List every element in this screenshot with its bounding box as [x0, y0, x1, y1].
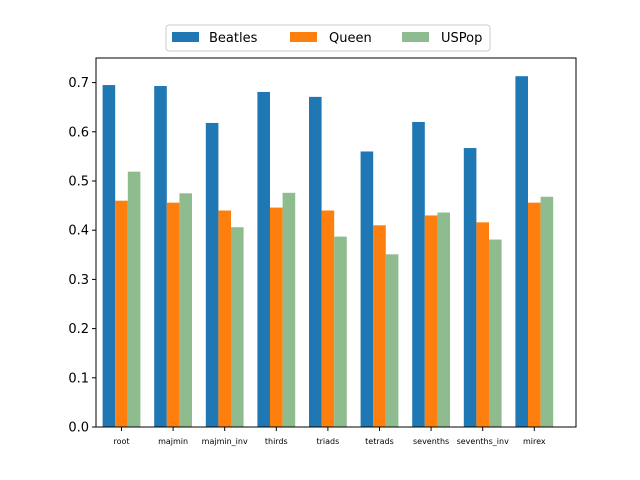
bar-beatles-sevenths_inv [463, 148, 477, 428]
bar-uspop-mirex [540, 196, 554, 427]
legend-frame [165, 24, 491, 52]
x-tick-label: majmin_inv [202, 437, 248, 446]
bar-queen-tetrads [373, 225, 386, 427]
bar-queen-sevenths [424, 215, 438, 427]
bar-beatles-majmin_inv [205, 122, 219, 427]
bar-queen-triads [321, 210, 335, 427]
bar-queen-mirex [528, 202, 541, 427]
legend-swatch-queen [290, 32, 317, 42]
x-tick-label: root [113, 437, 129, 446]
bar-beatles-thirds [257, 91, 270, 427]
bar-queen-thirds [270, 207, 283, 427]
y-tick-label: 0.0 [68, 421, 89, 436]
bar-uspop-tetrads [385, 254, 399, 427]
bar-queen-majmin [166, 202, 180, 427]
x-tick-label: sevenths [413, 437, 449, 446]
y-axis: 0.0 0.1 0.2 0.3 0.4 0.5 0.6 0.7 [68, 76, 96, 436]
x-tick-label: sevenths_inv [457, 437, 509, 446]
bar-uspop-root [127, 171, 141, 427]
bar-beatles-sevenths [412, 121, 425, 428]
bar-uspop-majmin_inv [231, 227, 244, 427]
bar-queen-sevenths_inv [476, 222, 489, 427]
bar-uspop-triads [334, 236, 347, 427]
bar-beatles-majmin [154, 86, 167, 427]
bars-layer [102, 76, 554, 428]
bar-uspop-sevenths [437, 212, 450, 427]
bar-beatles-tetrads [360, 151, 374, 428]
x-tick-label: mirex [523, 437, 546, 446]
bar-beatles-triads [309, 96, 322, 428]
legend-swatch-uspop [402, 32, 429, 42]
bar-uspop-thirds [282, 192, 296, 427]
bar-uspop-majmin [179, 193, 192, 427]
x-axis: root majmin majmin_inv thirds triads tetrads s… [113, 427, 546, 446]
y-tick-label: 0.7 [68, 76, 89, 91]
x-tick-label: triads [317, 437, 340, 446]
legend: Beatles Queen USPop [165, 24, 491, 52]
x-tick-label: tetrads [365, 437, 394, 446]
y-tick-label: 0.2 [68, 322, 89, 337]
bar-uspop-sevenths_inv [489, 239, 502, 427]
x-tick-label: thirds [265, 437, 288, 446]
bar-queen-majmin_inv [218, 210, 231, 427]
y-tick-label: 0.1 [68, 371, 89, 386]
legend-label-uspop: USPop [441, 31, 482, 46]
y-tick-label: 0.3 [68, 273, 89, 288]
legend-label-beatles: Beatles [209, 31, 258, 46]
x-tick-label: majmin [158, 437, 188, 446]
plot-area-frame [95, 57, 577, 428]
legend-label-queen: Queen [329, 31, 372, 46]
legend-swatch-beatles [172, 32, 199, 42]
bar-beatles-root [102, 85, 116, 427]
y-tick-label: 0.4 [68, 224, 89, 239]
y-tick-label: 0.5 [68, 175, 89, 190]
bar-queen-root [115, 200, 128, 427]
bar-beatles-mirex [515, 76, 528, 427]
y-tick-label: 0.6 [68, 125, 89, 140]
